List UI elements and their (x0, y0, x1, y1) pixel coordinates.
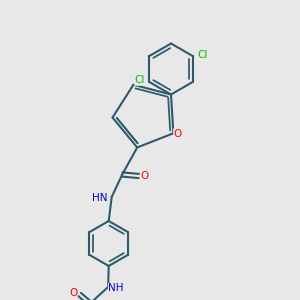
Text: O: O (69, 288, 77, 298)
Text: Cl: Cl (197, 50, 207, 60)
Text: O: O (174, 129, 182, 139)
Text: HN: HN (92, 194, 107, 203)
Text: NH: NH (109, 284, 124, 293)
Text: O: O (141, 171, 149, 181)
Text: Cl: Cl (135, 75, 145, 85)
